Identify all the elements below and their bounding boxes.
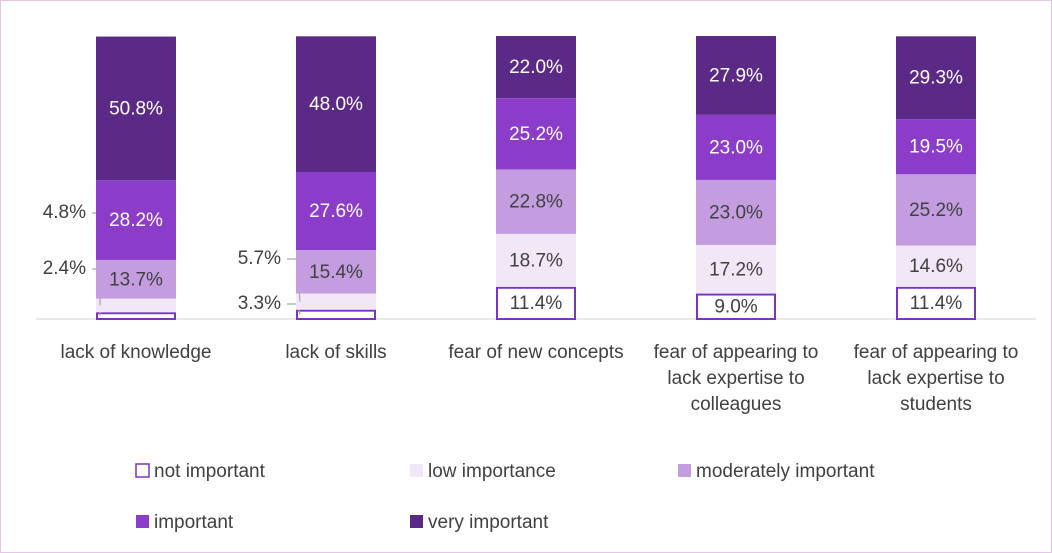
value-label: 14.6% (909, 256, 963, 277)
bar-segment (296, 171, 376, 251)
x-tick-label: fear of appearing to lack expertise to c… (653, 342, 819, 415)
value-label: 11.4% (510, 293, 563, 314)
value-label: 50.8% (109, 98, 163, 119)
value-label: 22.8% (509, 192, 563, 213)
bar-segment (96, 298, 176, 313)
x-tick-label: fear of appearing to lack expertise to s… (853, 342, 1019, 415)
bar-segment (896, 245, 976, 287)
bar-segment (496, 169, 576, 234)
value-label: 28.2% (109, 210, 163, 231)
bar-segment (896, 119, 976, 175)
legend-label: not important (154, 461, 266, 482)
value-label: 48.0% (309, 94, 363, 115)
legend-swatch (410, 464, 423, 477)
bar-segment (96, 36, 176, 181)
x-tick-label: fear of new concepts (448, 342, 624, 363)
legend-swatch (135, 463, 150, 478)
bar-segment (496, 98, 576, 170)
value-label: 22.0% (509, 57, 563, 78)
bar-segment (96, 312, 176, 320)
value-label: 25.2% (909, 200, 963, 221)
value-label: 3.3% (238, 293, 281, 314)
value-label: 9.0% (714, 296, 757, 317)
x-tick-label: lack of knowledge (60, 342, 212, 363)
value-label: 11.4% (910, 293, 963, 314)
bar-segment (896, 174, 976, 246)
value-label: 4.8% (43, 202, 86, 223)
bar-segment (896, 36, 976, 120)
bar-segment (296, 293, 376, 310)
value-label: 2.4% (43, 258, 86, 279)
bar-segment (96, 259, 176, 299)
bar-segment (696, 114, 776, 180)
bar-segment (296, 36, 376, 172)
value-label: 19.5% (909, 137, 963, 158)
bar-segment (496, 36, 576, 99)
legend-swatch (136, 515, 149, 528)
value-label: 13.7% (109, 269, 163, 290)
value-label: 29.3% (909, 68, 963, 89)
value-label: 15.4% (309, 262, 363, 283)
bar-segment (696, 244, 776, 294)
bar-segment (696, 179, 776, 245)
bar-segment (496, 233, 576, 287)
x-tick-label: lack of skills (285, 342, 387, 363)
value-label: 17.2% (709, 259, 763, 280)
legend-label: moderately important (696, 461, 875, 482)
legend-label: very important (428, 512, 549, 533)
bar-segment (496, 286, 576, 321)
value-label: 23.0% (709, 137, 763, 158)
legend-label: low importance (428, 461, 556, 482)
value-label: 5.7% (238, 248, 281, 269)
value-label: 23.0% (709, 202, 763, 223)
legend-swatch (410, 515, 423, 528)
bar-segment (96, 180, 176, 260)
bar-segment (696, 293, 776, 321)
legend-swatch (678, 464, 691, 477)
bar-segment (896, 286, 976, 321)
value-label: 27.6% (309, 201, 363, 222)
legend-label: important (154, 512, 234, 533)
bar-segment (296, 250, 376, 294)
bar-segment (696, 36, 776, 115)
bar-segment (296, 309, 376, 320)
value-label: 25.2% (509, 124, 563, 145)
value-label: 18.7% (509, 250, 563, 271)
value-label: 27.9% (709, 65, 763, 86)
